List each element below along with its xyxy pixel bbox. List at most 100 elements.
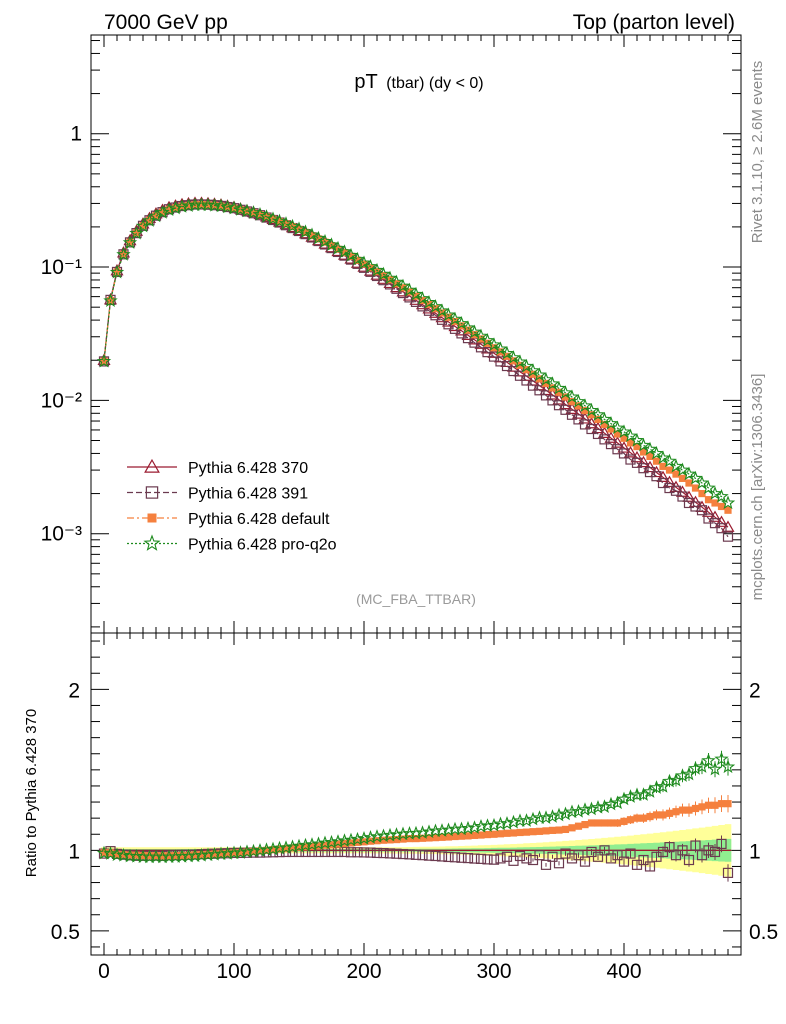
ratio-point (475, 853, 487, 864)
data-point (347, 252, 355, 260)
ratio-point (672, 808, 680, 816)
data-point (441, 307, 456, 322)
data-point (435, 310, 449, 323)
ratio-point (165, 852, 173, 860)
ratio-point (308, 842, 316, 850)
data-point (522, 366, 531, 374)
data-point (142, 213, 157, 227)
ratio-point (551, 807, 567, 822)
ratio-point (483, 830, 492, 839)
ratio-point (587, 819, 596, 827)
data-point (422, 302, 436, 314)
ratio-point (646, 812, 654, 821)
data-point (236, 206, 245, 214)
data-point (132, 229, 141, 237)
data-point (581, 406, 589, 415)
data-point (126, 238, 134, 246)
data-point (722, 531, 734, 542)
ratio-point (365, 847, 376, 858)
data-point (610, 436, 625, 448)
data-point (668, 458, 684, 473)
data-point (539, 383, 553, 396)
legend-item-pythia-6-428-default: Pythia 6.428 default (127, 511, 330, 528)
data-point (428, 299, 443, 313)
ratio-point (444, 833, 453, 841)
data-point (642, 441, 658, 456)
ratio-point (625, 848, 636, 859)
ratio-point (545, 809, 560, 823)
data-point (298, 224, 313, 239)
side-label-upper: Rivet 3.1.10, ≥ 2.6M events (749, 61, 766, 244)
data-point (360, 260, 368, 268)
ratio-point (464, 832, 472, 840)
ratio-point (605, 853, 617, 864)
data-point (278, 216, 294, 230)
ratio-point (566, 853, 578, 864)
data-point (633, 443, 641, 451)
data-point (605, 438, 617, 450)
ratio-point (561, 825, 570, 834)
ratio-point (701, 753, 716, 767)
data-point (597, 411, 612, 426)
legend-item-pythia-6-428-370: Pythia 6.428 370 (127, 458, 308, 477)
data-point (184, 201, 193, 210)
ratio-point (412, 834, 420, 843)
ratio-point (509, 829, 518, 837)
ratio-point (197, 851, 206, 859)
ratio-point (350, 831, 365, 846)
ratio-point (662, 773, 677, 788)
ratio-point (371, 847, 383, 859)
data-point (461, 328, 475, 340)
data-point (480, 332, 495, 347)
ratio-point (603, 796, 619, 811)
data-point (685, 479, 693, 487)
data-point (638, 463, 649, 474)
ratio-point (521, 853, 532, 864)
ratio-point (103, 846, 118, 860)
ratio-point (688, 760, 703, 775)
ratio-point (538, 810, 554, 824)
data-point (584, 416, 599, 429)
ratio-point (230, 849, 238, 857)
ratio-point (386, 836, 394, 844)
ratio-point (126, 851, 134, 859)
data-point (421, 294, 437, 309)
ratio-point (709, 846, 721, 858)
ratio-point (592, 851, 604, 862)
ratio-point (382, 827, 398, 842)
ratio-point (397, 848, 409, 860)
ratio-plot-frame (90, 632, 742, 956)
data-point (415, 291, 430, 305)
ratio-point (113, 850, 121, 858)
legend-label: Pythia 6.428 370 (188, 460, 308, 477)
ratio-point (473, 818, 489, 833)
data-point (129, 225, 144, 240)
data-point (217, 202, 225, 210)
ratio-y-tick-label-right: 1 (749, 840, 761, 863)
ratio-point (178, 851, 186, 860)
ratio-point (269, 846, 277, 854)
data-point (651, 471, 662, 482)
data-point (161, 202, 177, 216)
data-point (291, 221, 307, 236)
ratio-point (612, 850, 623, 861)
ratio-point (210, 850, 219, 858)
data-point (701, 480, 716, 495)
data-point (308, 231, 316, 240)
legend-marker (144, 458, 160, 473)
data-point (655, 450, 671, 465)
ratio-point (246, 843, 261, 858)
ratio-point (438, 833, 446, 841)
data-point (356, 255, 372, 270)
data-point (181, 198, 196, 212)
ratio-point (659, 811, 667, 819)
data-point (363, 259, 378, 273)
data-point (379, 272, 388, 280)
data-point (630, 450, 644, 463)
data-point (168, 200, 183, 215)
data-point (535, 375, 544, 383)
ratio-point (152, 852, 160, 860)
ratio-point (421, 824, 437, 839)
ratio-point (707, 761, 723, 776)
